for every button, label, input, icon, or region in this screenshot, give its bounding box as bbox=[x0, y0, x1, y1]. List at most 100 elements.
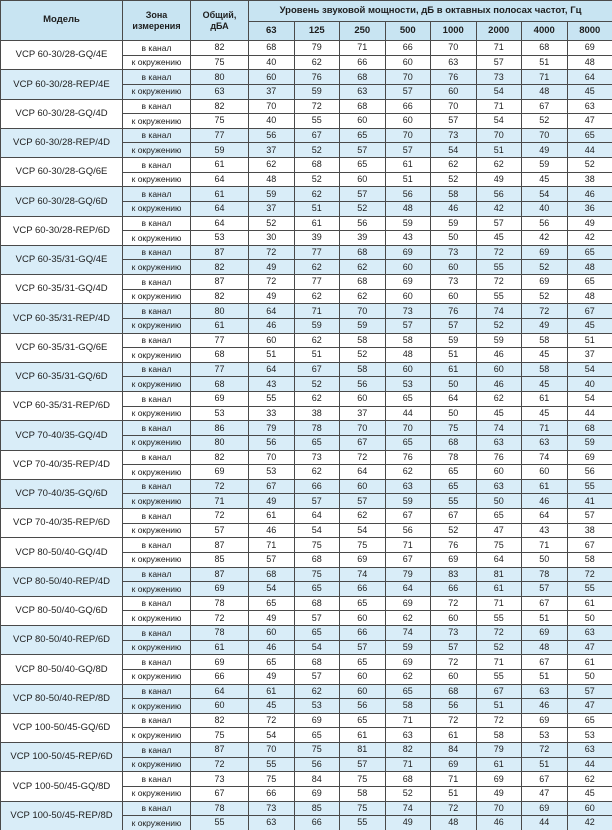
band-level-cell: 58 bbox=[384, 332, 431, 349]
model-cell: VCP 100-50/45-REP/8D bbox=[0, 800, 123, 830]
band-level-cell: 58 bbox=[521, 361, 568, 378]
band-level-cell: 45 bbox=[521, 171, 568, 188]
table-row: VCP 70-40/35-REP/4D в канал 82 70 73 72 76 78 76… bbox=[0, 449, 612, 480]
band-level-cell: 78 bbox=[293, 420, 340, 436]
total-dba-cell: 77 bbox=[190, 127, 249, 144]
band-level-cell: 62 bbox=[384, 668, 431, 685]
band-level-cell: 67 bbox=[339, 434, 386, 451]
band-level-cell: 59 bbox=[384, 639, 431, 656]
band-level-cell: 53 bbox=[384, 376, 431, 392]
band-level-cell: 57 bbox=[521, 581, 568, 597]
total-dba-cell: 82 bbox=[190, 449, 249, 466]
band-level-cell: 45 bbox=[475, 405, 522, 422]
zone-cell: в канал bbox=[122, 157, 191, 173]
table-row: к окружению 68 43 52 56 53 50 46 45 40 bbox=[1, 376, 612, 392]
band-level-cell: 67 bbox=[384, 508, 431, 524]
total-dba-cell: 87 bbox=[190, 742, 249, 758]
band-level-cell: 59 bbox=[248, 186, 295, 202]
band-level-cell: 49 bbox=[384, 815, 431, 830]
zone-cell: к окружению bbox=[122, 142, 191, 158]
band-level-cell: 81 bbox=[339, 742, 386, 758]
total-dba-cell: 82 bbox=[190, 98, 249, 115]
band-level-cell: 46 bbox=[521, 493, 568, 509]
band-level-cell: 60 bbox=[384, 361, 431, 378]
total-dba-cell: 53 bbox=[190, 230, 249, 246]
band-level-cell: 71 bbox=[384, 712, 431, 729]
band-level-cell: 68 bbox=[339, 69, 386, 85]
model-cell: VCP 60-30/28-GQ/6D bbox=[0, 186, 123, 217]
band-level-cell: 45 bbox=[566, 317, 612, 334]
table-row: VCP 80-50/40-GQ/6D в канал 78 65 68 65 69 72 71 6… bbox=[0, 595, 612, 627]
band-level-cell: 46 bbox=[475, 815, 522, 830]
zone-cell: в канал bbox=[122, 244, 191, 261]
band-level-cell: 68 bbox=[430, 683, 477, 700]
band-level-cell: 68 bbox=[293, 654, 340, 670]
band-level-cell: 58 bbox=[521, 332, 568, 349]
band-level-cell: 65 bbox=[248, 595, 295, 612]
band-level-cell: 63 bbox=[339, 83, 386, 100]
band-level-cell: 65 bbox=[475, 508, 522, 524]
band-level-cell: 49 bbox=[248, 493, 295, 509]
band-level-cell: 77 bbox=[293, 244, 340, 261]
band-level-cell: 76 bbox=[384, 449, 431, 466]
band-level-cell: 72 bbox=[430, 595, 477, 612]
band-level-cell: 66 bbox=[293, 478, 340, 495]
band-level-cell: 56 bbox=[384, 522, 431, 539]
total-dba-cell: 68 bbox=[190, 376, 249, 392]
band-level-cell: 69 bbox=[566, 40, 612, 56]
band-level-cell: 65 bbox=[384, 391, 431, 407]
col-header-zone: Зона измерения bbox=[122, 0, 191, 41]
band-level-cell: 48 bbox=[521, 83, 568, 100]
table-row: к окружению 57 46 54 54 56 52 47 43 38 bbox=[1, 522, 612, 539]
table-row: VCP 80-50/40-REP/4D в канал 87 68 75 74 79 83 81… bbox=[0, 566, 612, 597]
band-level-cell: 70 bbox=[430, 98, 477, 115]
zone-cell: к окружению bbox=[122, 464, 191, 480]
band-level-cell: 56 bbox=[339, 698, 386, 714]
band-level-cell: 71 bbox=[384, 756, 431, 773]
zone-cell: в канал bbox=[122, 391, 191, 407]
total-dba-cell: 87 bbox=[190, 537, 249, 553]
band-level-cell: 45 bbox=[521, 405, 568, 422]
band-level-cell: 76 bbox=[430, 303, 477, 319]
band-level-cell: 63 bbox=[475, 478, 522, 495]
band-level-cell: 70 bbox=[475, 800, 522, 817]
band-level-cell: 49 bbox=[248, 259, 295, 275]
band-level-cell: 60 bbox=[384, 259, 431, 275]
band-level-cell: 62 bbox=[475, 391, 522, 407]
total-dba-cell: 87 bbox=[190, 566, 249, 583]
band-level-cell: 60 bbox=[430, 668, 477, 685]
band-level-cell: 67 bbox=[384, 551, 431, 568]
band-level-cell: 40 bbox=[248, 54, 295, 71]
table-row: к окружению 55 63 66 55 49 48 46 44 42 bbox=[1, 815, 612, 830]
band-level-cell: 71 bbox=[384, 537, 431, 553]
band-level-cell: 73 bbox=[293, 449, 340, 466]
band-level-cell: 65 bbox=[339, 157, 386, 173]
table-row: VCP 60-35/31-GQ/6D в канал 77 64 67 58 60 61 60 5… bbox=[0, 361, 612, 393]
total-dba-cell: 57 bbox=[190, 522, 249, 539]
band-level-cell: 55 bbox=[475, 610, 522, 626]
band-level-cell: 71 bbox=[521, 420, 568, 436]
model-cell: VCP 100-50/45-REP/6D bbox=[0, 741, 123, 773]
band-level-cell: 69 bbox=[384, 244, 431, 261]
band-level-cell: 50 bbox=[430, 230, 477, 246]
band-level-cell: 62 bbox=[248, 157, 295, 173]
band-level-cell: 71 bbox=[248, 537, 295, 553]
model-cell: VCP 80-50/40-REP/6D bbox=[0, 624, 123, 656]
band-level-cell: 70 bbox=[475, 127, 522, 144]
band-level-cell: 57 bbox=[384, 317, 431, 334]
band-level-cell: 74 bbox=[521, 449, 568, 466]
band-level-cell: 57 bbox=[248, 551, 295, 568]
zone-cell: к окружению bbox=[122, 230, 191, 246]
band-level-cell: 69 bbox=[293, 785, 340, 802]
band-level-cell: 30 bbox=[248, 230, 295, 246]
band-level-cell: 67 bbox=[566, 303, 612, 319]
band-level-cell: 47 bbox=[566, 639, 612, 656]
band-level-cell: 69 bbox=[384, 595, 431, 612]
band-level-cell: 60 bbox=[339, 113, 386, 129]
band-level-cell: 52 bbox=[521, 113, 568, 129]
band-level-cell: 54 bbox=[339, 522, 386, 539]
band-level-cell: 69 bbox=[339, 551, 386, 568]
band-level-cell: 84 bbox=[293, 771, 340, 787]
band-level-cell: 37 bbox=[248, 142, 295, 158]
band-level-cell: 73 bbox=[430, 127, 477, 144]
